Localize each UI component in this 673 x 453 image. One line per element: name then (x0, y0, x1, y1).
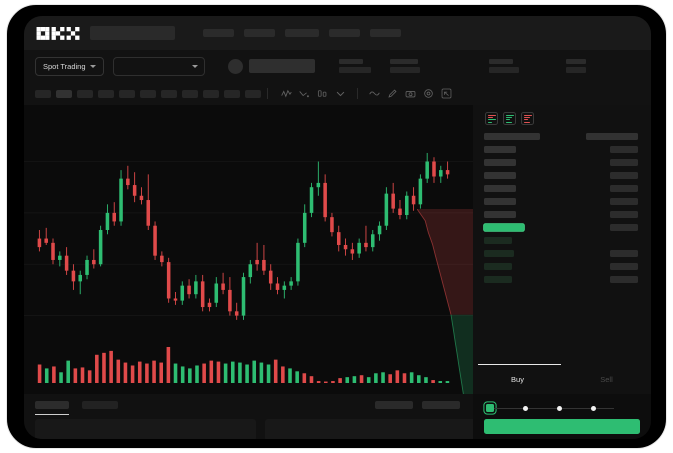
header-nav (203, 29, 401, 37)
nav-item-4[interactable] (370, 29, 401, 37)
stat-block (389, 58, 420, 74)
order-side-tabs: Buy Sell (473, 364, 651, 394)
orderbook-bids-icon[interactable] (503, 112, 516, 125)
chevron-down-icon[interactable] (335, 88, 346, 99)
orders-action-button[interactable] (422, 401, 460, 409)
order-book-spread-row[interactable] (473, 224, 651, 237)
stat-block (488, 58, 519, 74)
price-chart-panel[interactable] (24, 105, 473, 394)
compare-icon[interactable] (317, 88, 328, 99)
chevron-down-icon (89, 64, 96, 68)
chart-toolbar (24, 82, 651, 105)
timeframe-button[interactable] (98, 89, 114, 98)
chart-type-icon[interactable] (299, 88, 310, 99)
orders-tab-group (35, 401, 118, 416)
order-book-ask-row[interactable] (473, 185, 651, 198)
orders-action-button[interactable] (375, 401, 413, 409)
step-active-square-icon[interactable] (486, 404, 494, 412)
order-book-header-row (473, 133, 651, 146)
order-book-bid-row[interactable] (473, 276, 651, 289)
timeframe-button[interactable] (182, 89, 198, 98)
order-book-ask-row[interactable] (473, 172, 651, 185)
settings-gear-icon[interactable] (423, 88, 434, 99)
okx-logo-icon[interactable] (36, 26, 80, 40)
timeframe-button[interactable] (203, 89, 219, 98)
trading-mode-select[interactable]: Spot Trading (35, 56, 104, 76)
order-book-ask-row[interactable] (473, 159, 651, 172)
candlestick-chart (24, 152, 473, 320)
orders-tab[interactable] (82, 401, 118, 409)
orderbook-layout-toggle-group (473, 105, 651, 125)
order-book-ask-row[interactable] (473, 146, 651, 159)
camera-icon[interactable] (405, 88, 416, 99)
orders-card[interactable] (265, 419, 479, 439)
toolbar-divider (357, 88, 358, 99)
orderbook-asks-icon[interactable] (521, 112, 534, 125)
fullscreen-icon[interactable] (441, 88, 452, 99)
coin-avatar (227, 58, 243, 74)
market-depth-chart (417, 209, 473, 394)
step-dot[interactable] (557, 405, 562, 411)
nav-item-0[interactable] (203, 29, 234, 37)
indicators-icon[interactable] (281, 88, 292, 99)
chart-tools-group (281, 88, 452, 99)
timeframe-button[interactable] (161, 89, 177, 98)
pencil-icon[interactable] (387, 88, 398, 99)
order-book-ask-row[interactable] (473, 211, 651, 224)
nav-item-3[interactable] (329, 29, 360, 37)
timeframe-button[interactable] (35, 89, 51, 98)
step-connector (596, 407, 614, 409)
volume-chart (37, 347, 450, 383)
order-book-ask-row[interactable] (473, 198, 651, 211)
orders-card[interactable] (35, 419, 256, 439)
toolbar-divider (267, 88, 268, 99)
stat-block (565, 58, 586, 74)
app-screen: Spot Trading (24, 16, 651, 439)
device-frame: Spot Trading (6, 4, 667, 449)
step-connector (562, 407, 591, 409)
order-book-panel[interactable]: Buy Sell (473, 105, 651, 394)
timeframe-group (35, 89, 261, 98)
onboarding-footer (473, 394, 651, 439)
tab-buy[interactable]: Buy (473, 364, 562, 394)
step-connector (494, 407, 523, 409)
last-price-value (248, 59, 315, 73)
step-dot[interactable] (591, 405, 596, 411)
order-book-bid-row[interactable] (473, 250, 651, 263)
orders-bottom-panel (24, 394, 479, 439)
step-connector (528, 407, 557, 409)
order-book-bid-row[interactable] (473, 263, 651, 276)
nav-item-2[interactable] (285, 29, 319, 37)
search-input[interactable] (90, 26, 175, 40)
orders-cards (35, 419, 479, 439)
nav-item-1[interactable] (244, 29, 275, 37)
depth-chart-overlay (417, 209, 473, 394)
instrument-subheader: Spot Trading (24, 50, 651, 82)
order-book-bid-row[interactable] (473, 237, 651, 250)
last-price-group (227, 58, 315, 74)
timeframe-button[interactable] (245, 89, 261, 98)
chevron-down-icon (191, 64, 198, 68)
step-dot[interactable] (523, 405, 528, 411)
tab-sell[interactable]: Sell (600, 374, 613, 384)
timeframe-button[interactable] (224, 89, 240, 98)
orderbook-both-icon[interactable] (485, 112, 498, 125)
market-stats (338, 58, 586, 74)
primary-cta-button[interactable] (484, 419, 640, 434)
timeframe-button[interactable] (140, 89, 156, 98)
app-header (24, 16, 651, 50)
wave-icon[interactable] (369, 88, 380, 99)
step-indicator (486, 404, 614, 412)
timeframe-button[interactable] (119, 89, 135, 98)
orders-tab-active[interactable] (35, 401, 69, 416)
pair-select[interactable] (112, 56, 205, 76)
orders-actions (375, 401, 460, 409)
timeframe-button[interactable] (77, 89, 93, 98)
trading-mode-label: Spot Trading (43, 61, 86, 71)
timeframe-button-active[interactable] (56, 89, 72, 98)
order-book-rows (473, 133, 651, 289)
stat-block (338, 58, 371, 74)
